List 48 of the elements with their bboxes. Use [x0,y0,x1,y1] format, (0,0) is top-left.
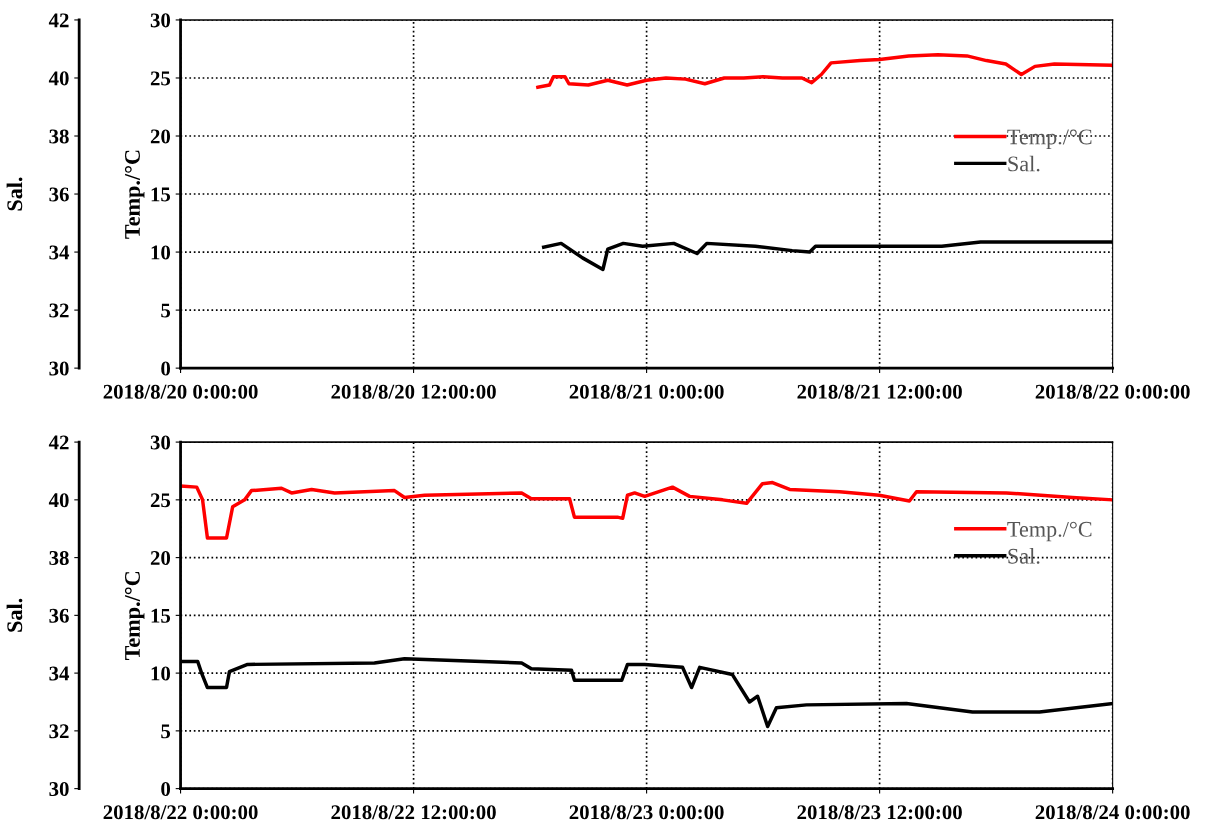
x-tick-label: 2018/8/23 12:00:00 [797,805,962,820]
y-axis-title: Temp./°C [124,571,145,661]
y2-tick-label: 30 [49,781,69,797]
y-tick-label: 20 [150,129,171,144]
x-tick-label: 2018/8/22 0:00:00 [1035,384,1190,399]
y2-tick-label: 42 [48,435,69,450]
y-tick-label: 15 [151,608,171,623]
legend-label: Temp./°C [1007,521,1092,542]
y2-tick-label: 40 [48,493,69,508]
y2-tick-label: 38 [49,129,69,144]
y2-axis-title: Sal. [6,177,23,211]
y-tick-label: 5 [161,724,171,739]
legend-label: Sal. [1008,155,1040,172]
legend-label: Temp./°C [1007,129,1092,149]
line-series [536,53,1113,89]
x-tick-label: 2018/8/20 0:00:00 [103,384,258,399]
x-tick-label: 2018/8/22 12:00:00 [331,805,496,820]
y2-tick-label: 36 [49,608,69,623]
y-tick-label: 15 [151,187,171,202]
y-tick-label: 20 [150,550,171,566]
y-tick-label: 30 [150,435,171,450]
x-tick-label: 2018/8/24 0:00:00 [1035,805,1190,820]
y2-tick-label: 38 [49,550,69,566]
y-tick-label: 0 [161,781,171,797]
x-tick-label: 2018/8/21 0:00:00 [569,384,724,399]
y-tick-label: 0 [161,361,171,376]
y2-tick-label: 32 [49,724,69,739]
y2-tick-label: 30 [49,361,69,376]
y2-tick-label: 34 [49,245,70,260]
y-tick-label: 30 [150,13,171,28]
line-series [180,480,1113,540]
x-tick-label: 2018/8/23 0:00:00 [569,805,724,820]
y-axis-title: Temp./°C [124,150,145,239]
y-tick-label: 5 [161,303,171,318]
y2-tick-label: 40 [48,71,69,86]
y2-tick-label: 32 [49,303,69,318]
y2-tick-label: 36 [49,187,69,202]
legend-label: Sal. [1008,548,1040,564]
y-tick-label: 10 [151,245,171,260]
y-tick-label: 10 [151,666,171,681]
y2-axis-title: Sal. [6,598,23,632]
y2-tick-label: 42 [48,13,69,28]
y-tick-label: 25 [150,71,171,86]
y-tick-label: 25 [150,493,171,508]
y2-tick-label: 34 [49,666,70,681]
x-tick-label: 2018/8/22 0:00:00 [103,805,258,820]
x-tick-label: 2018/8/20 12:00:00 [331,384,496,399]
x-tick-label: 2018/8/21 12:00:00 [797,384,962,399]
